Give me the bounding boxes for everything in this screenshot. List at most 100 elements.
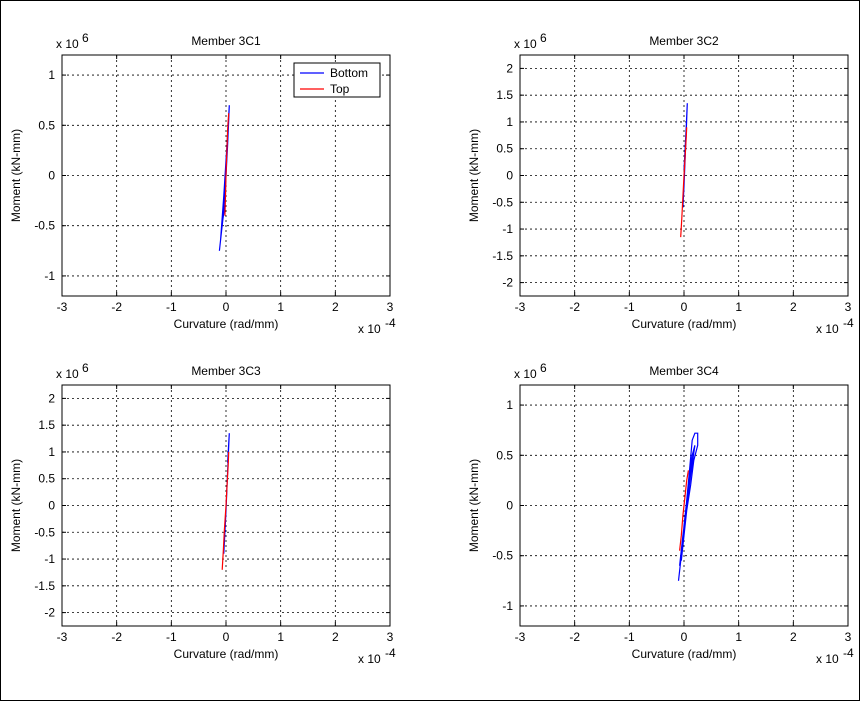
x-tick-label: 0 [681,300,688,314]
legend-label: Top [330,82,350,96]
x-scale-multiplier: x 10 [358,652,381,666]
x-tick-label: 2 [332,300,339,314]
y-tick-label: -1 [502,222,513,236]
x-scale-exponent: -4 [843,646,854,660]
y-scale-multiplier: x 10 [56,37,79,51]
y-tick-label: 0.5 [496,142,513,156]
y-tick-label: 1 [506,115,513,129]
x-scale-multiplier: x 10 [816,652,839,666]
y-tick-label: -0.5 [492,549,513,563]
x-tick-label: -1 [166,300,177,314]
y-axis-label: Moment (kN-mm) [9,129,23,222]
x-scale-exponent: -4 [385,316,396,330]
x-tick-label: -1 [624,630,635,644]
chart-title: Member 3C3 [191,364,261,378]
x-tick-label: 3 [845,300,852,314]
y-axis-label: Moment (kN-mm) [9,459,23,552]
y-tick-label: -1 [502,599,513,613]
legend: Bottom Top [293,62,381,98]
x-tick-label: 1 [735,300,742,314]
x-axis-label: Curvature (rad/mm) [174,647,279,661]
x-tick-label: -3 [515,630,526,644]
chart-panel-1: -3 -2 -1 0 1 2 3 -1 -0.5 0 0.5 1 Member 3C1 Curvature… [9,31,396,336]
y-tick-label: 0 [506,499,513,513]
y-scale-multiplier: x 10 [514,37,537,51]
x-tick-label: -1 [166,630,177,644]
x-scale-multiplier: x 10 [358,322,381,336]
y-tick-label: 2 [506,61,513,75]
x-tick-label: 2 [790,300,797,314]
series-line-top [224,113,230,216]
x-scale-exponent: -4 [843,316,854,330]
y-axis-label: Moment (kN-mm) [467,129,481,222]
x-tick-label: 3 [845,630,852,644]
x-axis-label: Curvature (rad/mm) [632,647,737,661]
x-tick-label: 0 [223,630,230,644]
x-tick-label: -2 [111,300,122,314]
y-tick-label: -2 [502,276,513,290]
y-tick-label: -2 [44,606,55,620]
x-scale-multiplier: x 10 [816,322,839,336]
y-tick-label: -1 [44,269,55,283]
x-tick-label: -3 [57,300,68,314]
series-line-blue [677,432,699,581]
chart-title: Member 3C4 [649,364,719,378]
y-tick-label: 0 [506,169,513,183]
y-tick-label: 0 [48,499,55,513]
x-tick-label: 2 [790,630,797,644]
x-tick-label: 3 [387,300,394,314]
y-axis-label: Moment (kN-mm) [467,459,481,552]
x-tick-label: 0 [681,630,688,644]
y-tick-label: 2 [48,391,55,405]
y-tick-label: -1.5 [34,579,55,593]
x-tick-label: -2 [569,630,580,644]
y-tick-label: 1.5 [496,88,513,102]
chart-title: Member 3C2 [649,34,719,48]
x-tick-label: 1 [277,300,284,314]
x-scale-exponent: -4 [385,646,396,660]
y-tick-label: 0.5 [38,118,55,132]
y-tick-label: 1 [48,68,55,82]
x-tick-label: 0 [223,300,230,314]
y-tick-label: -1 [44,552,55,566]
y-tick-label: -0.5 [34,219,55,233]
series-line-red [680,127,688,238]
x-tick-label: 3 [387,630,394,644]
y-scale-exponent: 6 [540,31,547,45]
y-tick-label: 1 [506,398,513,412]
x-axis-label: Curvature (rad/mm) [174,317,279,331]
y-tick-label: -0.5 [34,525,55,539]
y-scale-exponent: 6 [82,361,89,375]
x-axis-label: Curvature (rad/mm) [632,317,737,331]
y-tick-label: 0.5 [38,472,55,486]
legend-box [293,62,381,98]
y-scale-exponent: 6 [82,31,89,45]
series-line-red [679,470,689,551]
y-scale-exponent: 6 [540,361,547,375]
chart-panel-4: -3 -2 -1 0 1 2 3 -1 -0.5 0 0.5 1 Member 3C4 Curvature… [467,361,854,666]
y-tick-label: 0.5 [496,448,513,462]
x-tick-label: -3 [57,630,68,644]
legend-label: Bottom [330,66,368,80]
y-tick-label: -0.5 [492,195,513,209]
y-tick-label: 0 [48,169,55,183]
x-tick-label: -2 [569,300,580,314]
x-tick-label: -2 [111,630,122,644]
series-line-red [221,451,230,570]
y-tick-label: 1 [48,445,55,459]
y-scale-multiplier: x 10 [56,367,79,381]
y-scale-multiplier: x 10 [514,367,537,381]
x-tick-label: -3 [515,300,526,314]
y-tick-label: 1.5 [38,418,55,432]
series-line-bottom [218,105,230,251]
x-tick-label: 2 [332,630,339,644]
chart-title: Member 3C1 [191,34,261,48]
x-tick-label: 1 [735,630,742,644]
x-tick-label: 1 [277,630,284,644]
y-tick-label: -1.5 [492,249,513,263]
x-tick-label: -1 [624,300,635,314]
